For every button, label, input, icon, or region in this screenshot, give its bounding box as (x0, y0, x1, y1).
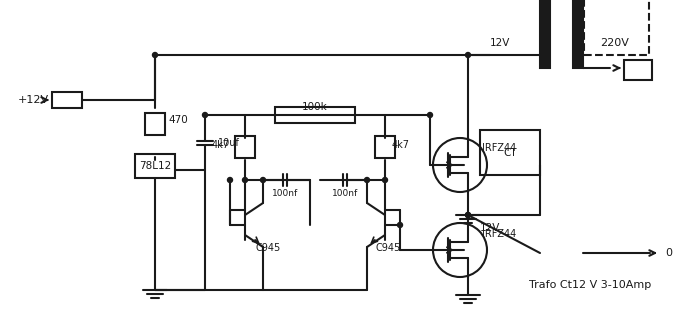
Bar (235, 136, 255, 158)
Text: 0: 0 (665, 248, 672, 258)
Circle shape (398, 222, 402, 228)
Circle shape (428, 112, 433, 117)
Circle shape (242, 178, 248, 182)
Circle shape (153, 53, 158, 58)
Text: 4k7: 4k7 (212, 140, 230, 150)
Text: 470: 470 (168, 115, 188, 125)
Text: 100nf: 100nf (272, 188, 298, 198)
Text: IRFZ44: IRFZ44 (482, 229, 517, 239)
Text: 220V: 220V (601, 38, 629, 48)
Text: Trafo Ct12 V 3-10Amp: Trafo Ct12 V 3-10Amp (529, 280, 651, 290)
Bar (145, 113, 165, 135)
Bar (52, 92, 82, 108)
Text: CT: CT (503, 148, 517, 158)
Bar (624, 60, 652, 80)
Circle shape (260, 178, 265, 182)
Bar (275, 107, 355, 123)
Text: +12V: +12V (18, 95, 49, 105)
Circle shape (466, 213, 470, 217)
Circle shape (382, 178, 388, 182)
Text: 10uf: 10uf (218, 138, 240, 148)
Text: C945: C945 (255, 243, 280, 253)
Text: 100k: 100k (302, 102, 328, 112)
Circle shape (466, 213, 470, 217)
Text: 12V: 12V (480, 223, 500, 233)
Circle shape (202, 112, 207, 117)
Text: 78L12: 78L12 (139, 161, 171, 171)
Bar (540, 0, 550, 68)
Text: 12V: 12V (490, 38, 510, 48)
Bar (135, 154, 175, 178)
Text: 4k7: 4k7 (392, 140, 410, 150)
Bar (573, 0, 583, 68)
Bar (480, 130, 540, 175)
Circle shape (228, 178, 232, 182)
Circle shape (365, 178, 370, 182)
Bar (375, 136, 395, 158)
Text: IRFZ44: IRFZ44 (482, 143, 517, 153)
Text: 100nf: 100nf (332, 188, 358, 198)
Bar (584, 0, 649, 55)
Text: C945: C945 (375, 243, 400, 253)
Circle shape (466, 53, 470, 58)
